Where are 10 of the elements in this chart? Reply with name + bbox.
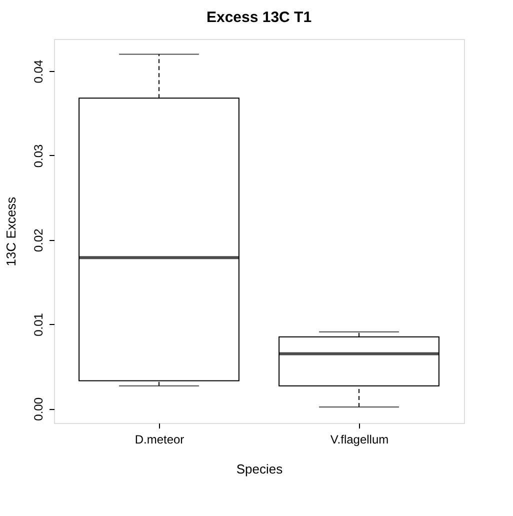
x-axis-title: Species bbox=[236, 462, 284, 476]
y-tick-label: 0.03 bbox=[32, 144, 46, 168]
chart-title: Excess 13C T1 bbox=[206, 9, 312, 26]
y-tick-label: 0.01 bbox=[32, 312, 46, 336]
y-axis-title: 13C Excess bbox=[4, 196, 18, 266]
y-tick-label: 0.02 bbox=[32, 228, 46, 252]
x-tick-label: D.meteor bbox=[134, 432, 184, 446]
y-tick-label: 0.04 bbox=[32, 60, 46, 84]
x-tick-label: V.flagellum bbox=[330, 432, 389, 446]
y-tick-label: 0.00 bbox=[32, 397, 46, 421]
